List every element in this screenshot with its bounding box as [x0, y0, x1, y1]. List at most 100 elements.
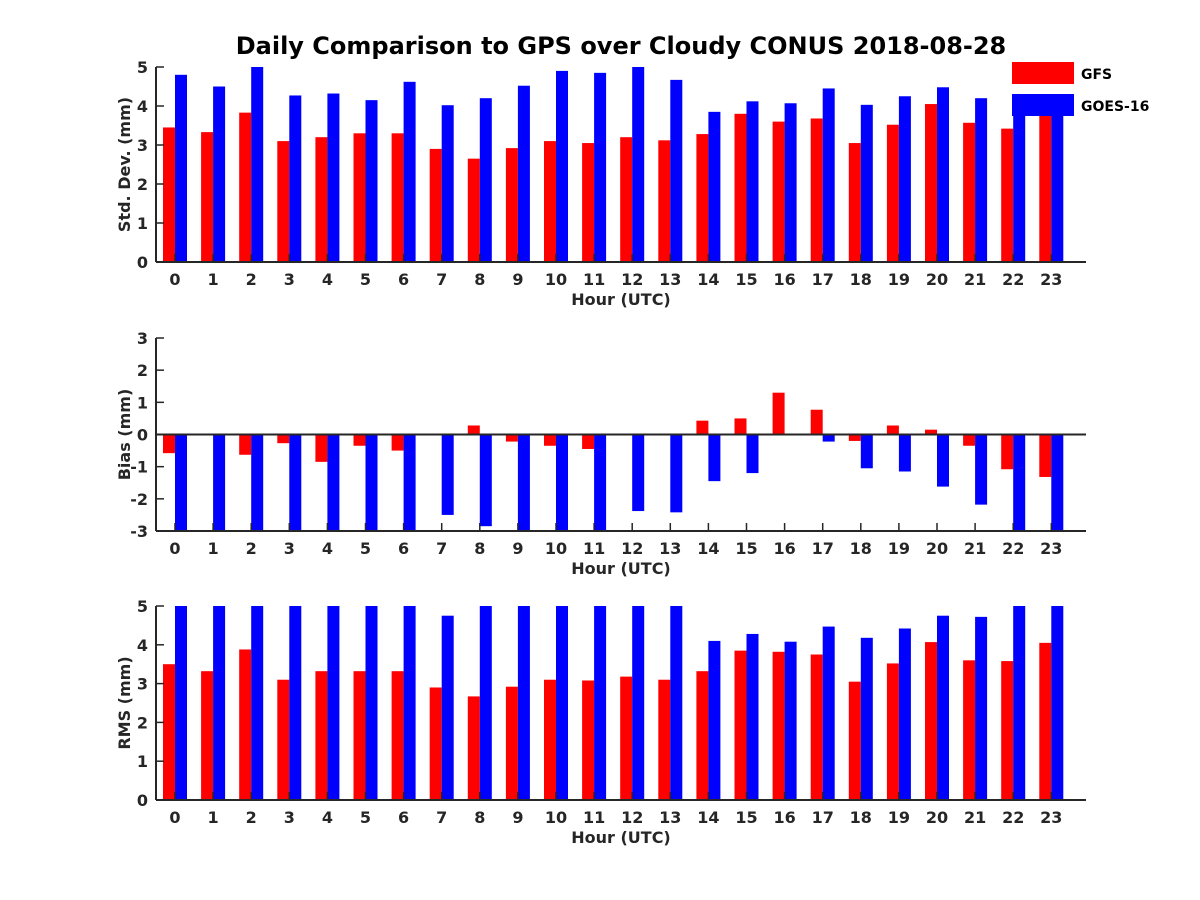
bar-gfs-hour-4 [315, 671, 328, 800]
bar-goes16-hour-10 [556, 70, 568, 263]
bar-gfs-hour-0 [163, 664, 175, 800]
bar-goes16-hour-1 [213, 606, 226, 800]
bar-goes16-hour-17 [822, 434, 835, 442]
x-tick-label: 5 [360, 270, 371, 289]
x-tick-label: 16 [773, 270, 795, 289]
bar-gfs-hour-23 [1039, 642, 1052, 800]
x-tick-label: 10 [545, 539, 567, 558]
bar-gfs-hour-22 [1001, 128, 1014, 262]
x-tick-label: 17 [812, 808, 834, 827]
bar-goes16-hour-15 [746, 434, 759, 474]
bar-gfs-hour-3 [277, 141, 290, 262]
x-tick-label: 19 [888, 539, 910, 558]
bar-goes16-hour-14 [708, 640, 721, 800]
y-tick-label: 5 [137, 597, 148, 616]
x-tick-label: 7 [436, 539, 447, 558]
bar-goes16-hour-9 [517, 606, 530, 800]
bar-gfs-hour-17 [810, 118, 823, 262]
bar-gfs-hour-2 [239, 649, 252, 800]
x-tick-label: 1 [208, 539, 219, 558]
x-tick-label: 16 [773, 539, 795, 558]
bar-gfs-hour-12 [620, 137, 633, 262]
bar-goes16-hour-4 [327, 434, 340, 531]
bar-gfs-hour-5 [353, 671, 366, 800]
bar-goes16-hour-22 [1013, 606, 1026, 800]
y-axis-label: Std. Dev. (mm) [115, 97, 134, 232]
bar-goes16-hour-13 [670, 79, 683, 263]
x-tick-label: 10 [545, 808, 567, 827]
bar-gfs-hour-15 [734, 113, 747, 262]
bar-goes16-hour-10 [556, 434, 568, 531]
bar-goes16-hour-23 [1051, 100, 1064, 263]
bar-gfs-hour-1 [201, 132, 214, 262]
bar-goes16-hour-2 [251, 434, 264, 531]
bar-goes16-hour-9 [517, 434, 530, 531]
x-tick-label: 11 [583, 270, 605, 289]
bar-goes16-hour-7 [441, 434, 454, 515]
bar-gfs-hour-4 [315, 137, 328, 262]
bar-goes16-hour-11 [594, 434, 607, 531]
bar-gfs-hour-17 [810, 409, 823, 435]
bar-goes16-hour-8 [479, 434, 492, 527]
x-tick-label: 6 [398, 808, 409, 827]
bar-gfs-hour-23 [1039, 115, 1052, 262]
bar-gfs-hour-14 [696, 134, 709, 262]
bar-goes16-hour-8 [479, 98, 492, 262]
x-tick-label: 12 [621, 270, 643, 289]
legend-gfs-swatch [1012, 62, 1074, 84]
bar-goes16-hour-2 [251, 606, 264, 800]
bar-goes16-hour-21 [975, 434, 988, 505]
x-tick-label: 12 [621, 808, 643, 827]
x-tick-label: 15 [735, 270, 757, 289]
bar-goes16-hour-21 [975, 98, 988, 262]
bar-goes16-hour-8 [479, 606, 492, 800]
x-tick-label: 22 [1002, 808, 1024, 827]
x-tick-label: 8 [474, 270, 485, 289]
legend: GFS GOES-16 [1012, 62, 1149, 116]
bar-goes16-hour-0 [175, 606, 187, 800]
bar-gfs-hour-3 [277, 434, 290, 444]
bar-goes16-hour-23 [1051, 434, 1064, 531]
y-tick-label: 2 [137, 361, 148, 380]
bar-goes16-hour-13 [670, 434, 683, 513]
legend-goes16-label: GOES-16 [1081, 99, 1149, 115]
x-tick-label: 0 [169, 808, 180, 827]
y-tick-label: -1 [130, 458, 148, 477]
bar-goes16-hour-17 [822, 626, 835, 800]
legend-gfs-label: GFS [1081, 67, 1112, 83]
bar-goes16-hour-4 [327, 93, 340, 263]
bar-gfs-hour-11 [582, 680, 595, 800]
x-tick-label: 10 [545, 270, 567, 289]
bar-gfs-hour-6 [391, 434, 404, 451]
x-tick-label: 17 [812, 539, 834, 558]
bar-gfs-hour-21 [963, 434, 976, 446]
x-tick-label: 20 [926, 539, 948, 558]
bar-goes16-hour-3 [289, 434, 302, 531]
x-tick-label: 1 [208, 270, 219, 289]
bar-goes16-hour-0 [175, 74, 187, 262]
x-tick-label: 7 [436, 808, 447, 827]
bar-gfs-hour-23 [1039, 434, 1052, 477]
x-tick-label: 15 [735, 539, 757, 558]
y-axis-label: Bias (mm) [115, 389, 134, 481]
x-tick-label: 14 [697, 808, 719, 827]
bar-goes16-hour-11 [594, 606, 607, 800]
x-tick-label: 23 [1040, 808, 1062, 827]
bar-gfs-hour-7 [429, 687, 442, 800]
x-tick-label: 0 [169, 270, 180, 289]
bar-gfs-hour-20 [925, 104, 937, 262]
bar-gfs-hour-11 [582, 143, 595, 262]
y-tick-label: -2 [130, 490, 148, 509]
x-tick-label: 2 [246, 808, 257, 827]
bar-goes16-hour-3 [289, 606, 302, 800]
bar-goes16-hour-22 [1013, 94, 1026, 262]
bar-gfs-hour-15 [734, 418, 747, 435]
bar-goes16-hour-19 [898, 434, 911, 472]
x-tick-label: 5 [360, 808, 371, 827]
bar-gfs-hour-14 [696, 671, 709, 800]
bar-goes16-hour-1 [213, 86, 226, 262]
bar-gfs-hour-20 [925, 429, 937, 435]
